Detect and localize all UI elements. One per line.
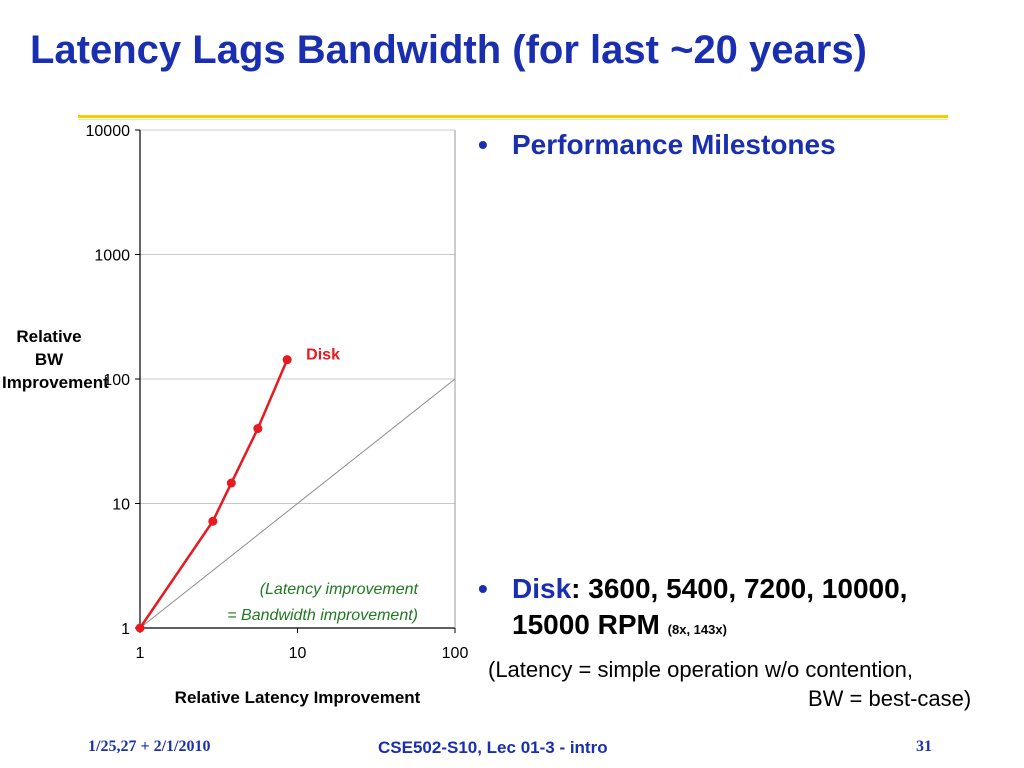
data-point [282, 355, 292, 365]
bullet-disk-factors: (8x, 143x) [667, 622, 727, 637]
bullet-disk-rpm: : 3600, 5400, 7200, 10000, [571, 573, 908, 604]
reference-line-label-1: (Latency improvement [260, 581, 419, 598]
footer-date: 1/25,27 + 2/1/2010 [88, 738, 211, 755]
x-tick-label: 1 [136, 645, 145, 662]
y-tick-label: 100 [103, 372, 130, 389]
latency-bandwidth-chart: 1 10 100 1000 10000 1 10 100 (Latency improveme… [86, 123, 469, 662]
x-axis-label: Relative Latency Improvement [174, 688, 421, 707]
data-point [135, 623, 145, 633]
reference-line [139, 378, 456, 629]
x-tick-label: 100 [442, 645, 469, 662]
footer-page-number: 31 [916, 738, 932, 755]
reference-line-label-2: = Bandwidth improvement) [227, 607, 418, 624]
data-point [208, 516, 218, 526]
note-line-2: BW = best-case) [808, 686, 972, 711]
y-tick-label: 1 [121, 621, 130, 638]
y-tick-label: 10000 [86, 123, 131, 140]
title-underline [78, 115, 948, 118]
x-tick-label: 10 [289, 645, 307, 662]
bullet-dot: • [478, 129, 488, 160]
note-line-1: (Latency = simple operation w/o contenti… [488, 657, 913, 682]
series-label-disk: Disk [306, 347, 340, 364]
y-axis-label: Relative BW Improvement [2, 327, 109, 392]
bullet-disk-label: Disk [512, 573, 572, 604]
y-tick-label: 1000 [94, 248, 130, 265]
footer-course: CSE502-S10, Lec 01-3 - intro [378, 738, 608, 757]
title-underline-shadow [78, 119, 948, 120]
y-tick-label: 10 [112, 497, 130, 514]
bullet-disk-rpm-2: 15000 RPM [512, 609, 660, 640]
data-point [226, 478, 236, 488]
data-point [253, 424, 263, 434]
bullet-dot: • [478, 573, 488, 604]
bullet-text: Performance Milestones [512, 129, 836, 160]
slide-title: Latency Lags Bandwidth (for last ~20 yea… [30, 28, 867, 72]
